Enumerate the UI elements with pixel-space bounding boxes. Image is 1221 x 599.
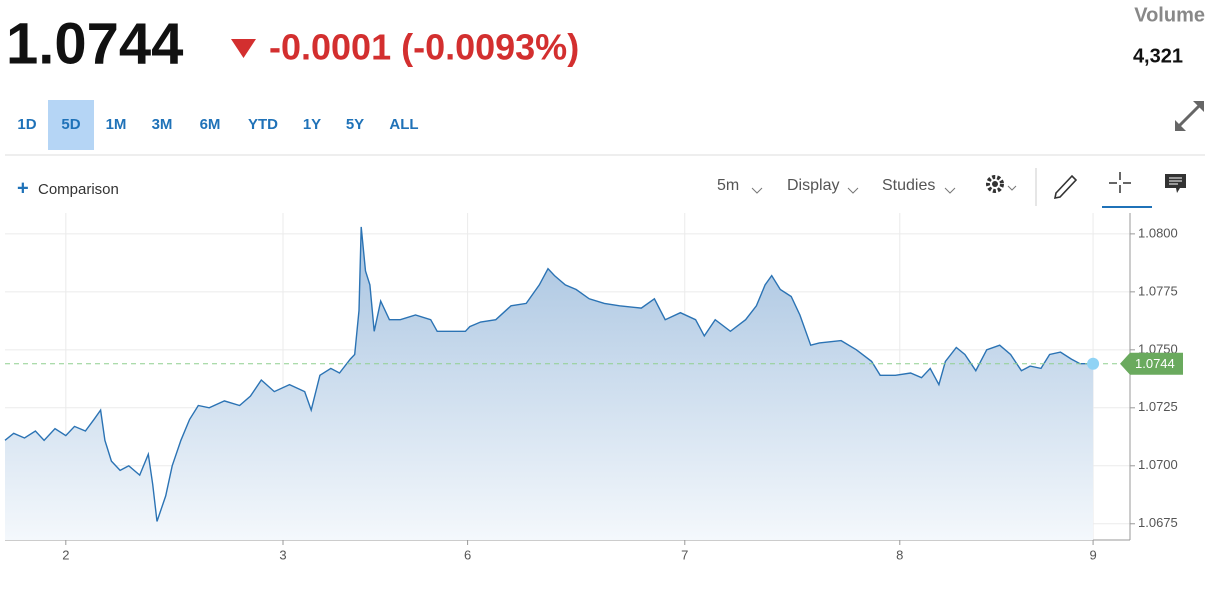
- y-tick-label: 1.0675: [1138, 515, 1178, 530]
- y-tick-label: 1.0700: [1138, 457, 1178, 472]
- x-tick-label: 7: [681, 547, 688, 562]
- last-price-label: 1.0744: [1135, 356, 1175, 371]
- settings-icon[interactable]: [986, 175, 1017, 193]
- range-button[interactable]: 5D: [61, 116, 80, 133]
- volume-label: Volume: [1134, 4, 1205, 26]
- price-change: -0.0001 (-0.0093%): [269, 27, 579, 68]
- y-tick-label: 1.0775: [1138, 283, 1178, 298]
- range-button[interactable]: 6M: [200, 116, 221, 133]
- range-button[interactable]: 1D: [17, 116, 36, 133]
- y-tick-label: 1.0725: [1138, 399, 1178, 414]
- last-price-tag: [1120, 352, 1183, 375]
- range-button[interactable]: YTD: [248, 116, 278, 133]
- studies-button[interactable]: Studies: [882, 177, 935, 194]
- crosshair-icon[interactable]: [1109, 172, 1131, 193]
- chevron: [944, 187, 956, 194]
- draw-icon[interactable]: [1053, 174, 1078, 200]
- volume-value: 4,321: [1133, 45, 1183, 67]
- selected-range-bg: [48, 100, 94, 150]
- y-tick-label: 1.0800: [1138, 225, 1178, 240]
- down-arrow: [231, 39, 256, 58]
- line: [4, 226, 1094, 522]
- y-tick-label: 1.0750: [1138, 341, 1178, 356]
- display-button[interactable]: Display: [787, 177, 839, 194]
- interval-button[interactable]: 5m: [717, 177, 739, 194]
- x-tick-label: 8: [896, 547, 903, 562]
- range-bar: 1D 5D 1M 3M 6M YTD 1Y 5Y ALL: [17, 100, 419, 150]
- comparison-button[interactable]: Comparison: [38, 181, 119, 198]
- range-button[interactable]: 5Y: [346, 116, 364, 133]
- x-tick-label: 3: [279, 547, 286, 562]
- range-button[interactable]: ALL: [389, 116, 418, 133]
- x-tick-label: 2: [62, 547, 69, 562]
- chevron: [847, 187, 859, 194]
- chevron: [751, 187, 763, 194]
- range-button[interactable]: 1M: [106, 116, 127, 133]
- last-point: [1087, 357, 1100, 370]
- plot: 1.0675 1.0700 1.0725 1.0750 1.0775 1.0800 2 3 6 7…: [4, 213, 1183, 562]
- plus-icon[interactable]: +: [17, 177, 29, 199]
- x-tick-label: 9: [1089, 547, 1096, 562]
- range-button[interactable]: 3M: [152, 116, 173, 133]
- x-tick-label: 6: [464, 547, 471, 562]
- range-button[interactable]: 1Y: [303, 116, 321, 133]
- area: [5, 226, 1094, 540]
- comment-icon[interactable]: [1165, 174, 1186, 193]
- expand-icon[interactable]: [1175, 101, 1204, 131]
- price: 1.0744: [6, 11, 183, 76]
